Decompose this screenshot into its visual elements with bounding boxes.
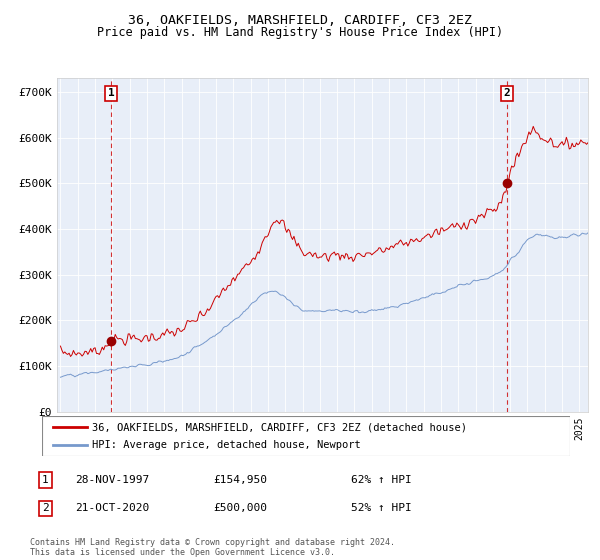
FancyBboxPatch shape xyxy=(42,416,570,456)
Text: Price paid vs. HM Land Registry's House Price Index (HPI): Price paid vs. HM Land Registry's House … xyxy=(97,26,503,39)
Text: 1: 1 xyxy=(42,475,49,485)
Text: 2: 2 xyxy=(42,503,49,514)
Text: 36, OAKFIELDS, MARSHFIELD, CARDIFF, CF3 2EZ (detached house): 36, OAKFIELDS, MARSHFIELD, CARDIFF, CF3 … xyxy=(92,422,467,432)
Text: £154,950: £154,950 xyxy=(213,475,267,485)
Text: 28-NOV-1997: 28-NOV-1997 xyxy=(75,475,149,485)
Text: £500,000: £500,000 xyxy=(213,503,267,514)
Text: 36, OAKFIELDS, MARSHFIELD, CARDIFF, CF3 2EZ: 36, OAKFIELDS, MARSHFIELD, CARDIFF, CF3 … xyxy=(128,14,472,27)
Text: HPI: Average price, detached house, Newport: HPI: Average price, detached house, Newp… xyxy=(92,440,361,450)
Text: 62% ↑ HPI: 62% ↑ HPI xyxy=(351,475,412,485)
Text: 2: 2 xyxy=(503,88,510,99)
Text: 52% ↑ HPI: 52% ↑ HPI xyxy=(351,503,412,514)
Text: 21-OCT-2020: 21-OCT-2020 xyxy=(75,503,149,514)
Text: 1: 1 xyxy=(107,88,115,99)
Text: Contains HM Land Registry data © Crown copyright and database right 2024.
This d: Contains HM Land Registry data © Crown c… xyxy=(30,538,395,557)
